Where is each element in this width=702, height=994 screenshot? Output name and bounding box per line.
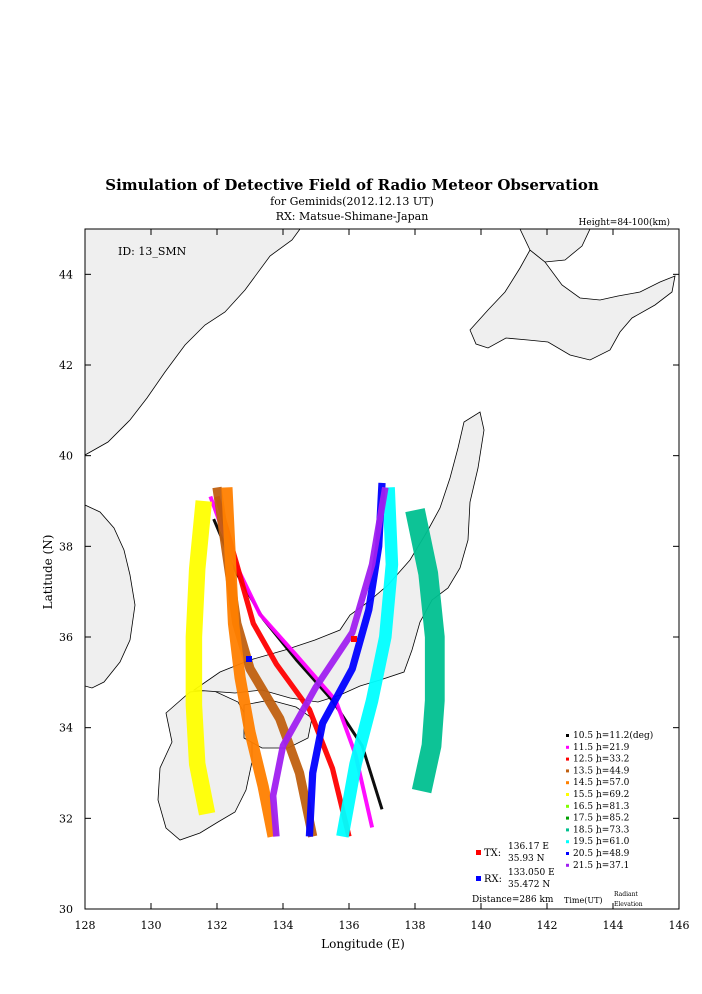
legend-radiant-label: Radiant [614, 891, 638, 898]
x-tick-label: 128 [75, 919, 96, 932]
legend-elevation: h=44.9 [596, 766, 630, 776]
x-tick-label: 146 [669, 919, 690, 932]
legend-swatch [566, 757, 569, 761]
x-tick-label: 142 [537, 919, 558, 932]
x-tick-label: 144 [603, 919, 624, 932]
band-15-5 [185, 500, 216, 816]
x-tick-label: 136 [339, 919, 360, 932]
chart-title: Simulation of Detective Field of Radio M… [105, 176, 599, 194]
x-tick-label: 130 [141, 919, 162, 932]
legend-swatch [566, 745, 569, 749]
legend-time: 15.5 , [573, 790, 599, 800]
legend-elevation: h=33.2 [596, 755, 629, 765]
legend-swatch [566, 863, 569, 867]
legend-time: 10.5 , [573, 731, 599, 741]
legend-time: 14.5 , [573, 778, 599, 788]
legend-time: 18.5 , [573, 825, 599, 835]
legend-swatch [566, 816, 569, 820]
legend-swatch [566, 804, 569, 808]
height-label: Height=84-100(km) [579, 217, 670, 228]
legend-elevation: h=21.9 [596, 743, 630, 753]
legend-swatch [566, 793, 569, 796]
legend-time: 20.5 , [573, 849, 599, 859]
korea-peninsula [85, 504, 136, 689]
x-tick-label: 138 [405, 919, 426, 932]
band-19-5 [336, 487, 399, 838]
legend-time: 21.5 , [573, 861, 599, 871]
legend-swatch [566, 840, 569, 844]
band-18-5 [405, 508, 445, 794]
y-tick-label: 44 [59, 268, 73, 281]
legend: 10.5 ,h=11.2(deg) 11.5 ,h=21.9 12.5 ,h=33.… [566, 730, 653, 871]
legend-swatch [566, 769, 569, 773]
x-tick-label: 140 [471, 919, 492, 932]
y-axis-label: Latitude (N) [41, 535, 55, 610]
x-tick-label: 134 [273, 919, 294, 932]
band-20-5 [305, 482, 386, 837]
legend-elevation: h=57.0 [596, 778, 630, 788]
legend-time: 11.5 , [573, 743, 599, 753]
band-12-5 [214, 495, 352, 838]
legend-elevation: h=48.9 [596, 849, 630, 859]
legend-elevation: h=61.0 [596, 837, 630, 847]
legend-elevation: h=69.2 [596, 790, 629, 800]
legend-time: 13.5 , [573, 766, 599, 776]
legend-elevation: h=81.3 [596, 802, 630, 812]
tx-lon: 136.17 E [508, 842, 549, 852]
tx-marker [351, 636, 357, 642]
legend-elevation: h=11.2(deg) [596, 730, 653, 741]
legend-elevation-label: Elevation [614, 901, 643, 908]
y-tick-label: 32 [59, 812, 73, 825]
y-tick-label: 36 [59, 631, 73, 644]
hokkaido-island [469, 249, 676, 361]
legend-elevation: h=85.2 [596, 814, 629, 824]
band-14-5 [221, 487, 279, 838]
y-tick-label: 40 [59, 450, 73, 463]
y-tick-label: 42 [59, 359, 73, 372]
plot-frame [84, 228, 680, 910]
legend-time: 17.5 , [573, 814, 599, 824]
tx-label: TX: [484, 848, 501, 859]
x-tick-label: 132 [207, 919, 228, 932]
sakhalin-island [519, 229, 591, 263]
y-tick-label: 38 [59, 540, 73, 553]
rx-marker [246, 656, 252, 662]
honshu-island [192, 411, 485, 703]
x-axis-label: Longitude (E) [321, 937, 405, 951]
legend-time: 12.5 , [573, 755, 599, 765]
rx-lon: 133.050 E [508, 868, 555, 878]
rx-lat: 35.472 N [508, 880, 550, 890]
rx-label: RX: [484, 874, 502, 885]
x-axis: 128 130 132 134 136 138 140 142 144 146 [75, 229, 690, 932]
map-land [85, 229, 676, 841]
legend-time-label: Time(UT) [564, 896, 603, 905]
id-label: ID: 13_SMN [118, 245, 187, 258]
chart-subtitle-rx: RX: Matsue-Shimane-Japan [276, 210, 429, 223]
legend-elevation: h=37.1 [596, 861, 629, 871]
distance-label: Distance=286 km [472, 895, 554, 905]
asia-mainland [85, 229, 301, 456]
legend-swatch [566, 828, 569, 832]
y-tick-label: 30 [59, 903, 73, 916]
legend-time: 16.5 , [573, 802, 599, 812]
rx-legend-swatch [476, 876, 481, 881]
tx-lat: 35.93 N [508, 854, 545, 864]
detection-bands [185, 482, 445, 838]
band-21-5 [269, 486, 389, 837]
legend-swatch [566, 781, 569, 785]
y-tick-label: 34 [59, 722, 73, 735]
tx-legend-swatch [476, 850, 481, 855]
y-axis: 30 32 34 36 38 40 42 44 [59, 268, 679, 916]
legend-swatch [566, 852, 569, 855]
chart-subtitle: for Geminids(2012.12.13 UT) [270, 195, 434, 208]
legend-swatch [566, 734, 569, 737]
legend-time: 19.5 , [573, 837, 599, 847]
legend-elevation: h=73.3 [596, 825, 630, 835]
